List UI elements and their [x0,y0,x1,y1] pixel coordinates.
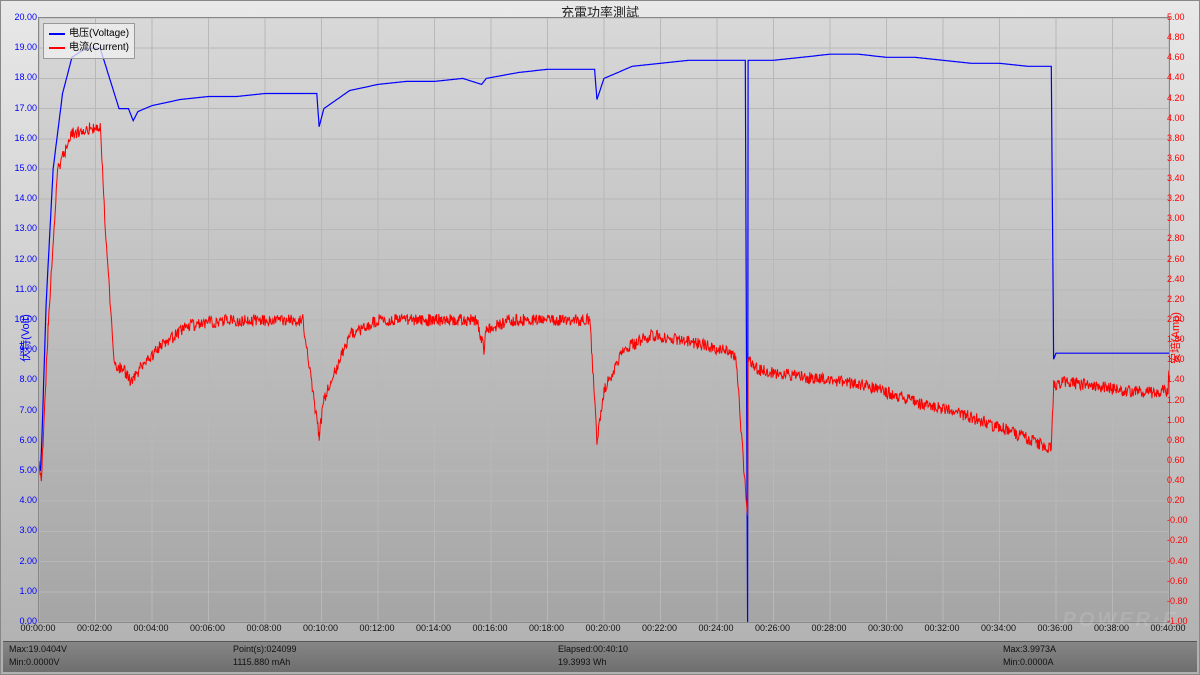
ytick-left: 11.00 [7,284,37,294]
status-mah: 1115.880 mAh [233,657,290,667]
legend-label-voltage: 电压(Voltage) [69,27,129,41]
xtick: 00:26:00 [755,623,790,633]
ytick-left: 4.00 [7,495,37,505]
status-max-current: Max:3.9973A [1003,644,1056,654]
xtick: 00:06:00 [190,623,225,633]
status-max-voltage: Max:19.0404V [9,644,67,654]
legend-item-voltage: 电压(Voltage) [49,27,129,41]
ytick-left: 1.00 [7,586,37,596]
ytick-right: 0.40 [1167,475,1195,485]
watermark: POWER·E [1062,609,1179,632]
xtick: 00:08:00 [246,623,281,633]
status-min-current: Min:0.0000A [1003,657,1054,667]
ytick-right: 2.00 [1167,314,1195,324]
ytick-right: 4.20 [1167,93,1195,103]
legend-line-current [49,47,65,49]
ytick-right: 4.60 [1167,52,1195,62]
ytick-left: 20.00 [7,12,37,22]
legend-box: 电压(Voltage) 电流(Current) [43,23,135,59]
xtick: 00:12:00 [359,623,394,633]
xtick: 00:04:00 [133,623,168,633]
ytick-right: 3.00 [1167,213,1195,223]
ytick-right: 5.00 [1167,12,1195,22]
status-wh: 19.3993 Wh [558,657,607,667]
ytick-right: 4.00 [1167,113,1195,123]
ytick-left: 6.00 [7,435,37,445]
ytick-right: 3.40 [1167,173,1195,183]
xtick: 00:24:00 [698,623,733,633]
ytick-right: -0.00 [1167,515,1195,525]
ytick-left: 12.00 [7,254,37,264]
ytick-right: 2.60 [1167,254,1195,264]
xtick: 00:28:00 [811,623,846,633]
ytick-left: 19.00 [7,42,37,52]
xtick: 00:00:00 [20,623,55,633]
ytick-left: 8.00 [7,374,37,384]
legend-label-current: 电流(Current) [69,41,129,55]
ytick-right: -0.20 [1167,535,1195,545]
plot-area [38,17,1170,623]
xtick: 00:22:00 [642,623,677,633]
xtick: 00:18:00 [529,623,564,633]
ytick-right: 0.80 [1167,435,1195,445]
ytick-right: 1.20 [1167,395,1195,405]
ytick-right: 1.00 [1167,415,1195,425]
xtick: 00:32:00 [924,623,959,633]
ytick-right: 4.80 [1167,32,1195,42]
status-points: Point(s):024099 [233,644,297,654]
ytick-right: 3.80 [1167,133,1195,143]
xtick: 00:02:00 [77,623,112,633]
status-min-voltage: Min:0.0000V [9,657,60,667]
ytick-left: 13.00 [7,223,37,233]
xtick: 00:20:00 [585,623,620,633]
ytick-right: 2.80 [1167,233,1195,243]
ytick-right: 2.20 [1167,294,1195,304]
ytick-left: 16.00 [7,133,37,143]
ytick-left: 18.00 [7,72,37,82]
xtick: 00:10:00 [303,623,338,633]
ytick-right: -0.40 [1167,556,1195,566]
xtick: 00:30:00 [868,623,903,633]
ytick-right: 4.40 [1167,72,1195,82]
ytick-right: 3.60 [1167,153,1195,163]
ytick-right: 0.60 [1167,455,1195,465]
ytick-left: 3.00 [7,525,37,535]
ytick-right: 2.40 [1167,274,1195,284]
ytick-right: 3.20 [1167,193,1195,203]
ytick-left: 5.00 [7,465,37,475]
plot-svg [39,18,1169,622]
legend-item-current: 电流(Current) [49,41,129,55]
xtick: 00:34:00 [981,623,1016,633]
ytick-right: 1.40 [1167,374,1195,384]
ytick-left: 9.00 [7,344,37,354]
xtick: 00:16:00 [472,623,507,633]
ytick-left: 17.00 [7,103,37,113]
chart-container: 充電功率測試 伏特(Volt) 安培(Amp) 电压(Voltage) 电流(C… [0,0,1200,675]
ytick-right: 1.60 [1167,354,1195,364]
status-bar: Max:19.0404V Point(s):024099 Elapsed:00:… [3,641,1197,672]
ytick-right: 1.80 [1167,334,1195,344]
legend-line-voltage [49,33,65,35]
ytick-right: -0.80 [1167,596,1195,606]
xtick: 00:14:00 [416,623,451,633]
ytick-left: 7.00 [7,405,37,415]
ytick-left: 2.00 [7,556,37,566]
ytick-left: 14.00 [7,193,37,203]
status-elapsed: Elapsed:00:40:10 [558,644,628,654]
ytick-right: 0.20 [1167,495,1195,505]
ytick-left: 10.00 [7,314,37,324]
ytick-left: 15.00 [7,163,37,173]
ytick-right: -0.60 [1167,576,1195,586]
